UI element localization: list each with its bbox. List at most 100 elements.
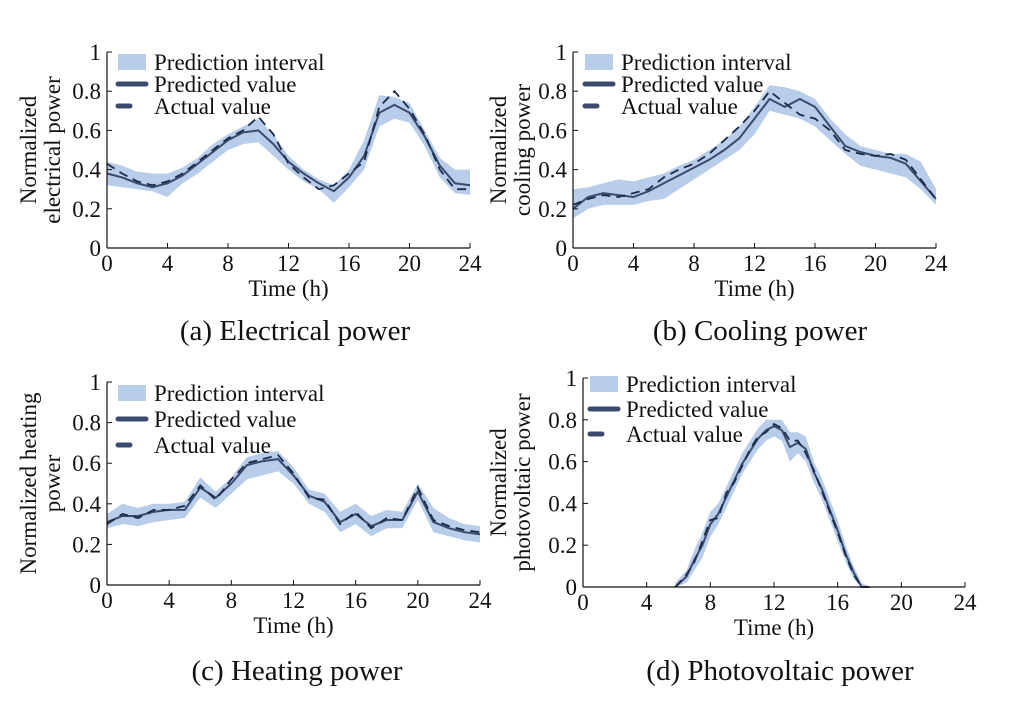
prediction-interval-band (107, 451, 480, 543)
legend-label: Predicted value (626, 397, 768, 422)
legend-swatch-interval (118, 54, 146, 70)
y-axis-label-line-1: Normalized (486, 428, 511, 537)
y-axis-label-line-2: photovoltaic power (510, 393, 535, 572)
x-tick-label: 8 (226, 588, 238, 613)
x-axis-label: Time (h) (253, 613, 333, 638)
x-tick-label: 20 (398, 251, 421, 276)
x-tick-label: 4 (163, 588, 175, 613)
legend-swatch-interval (118, 385, 146, 401)
x-tick-label: 0 (101, 251, 113, 276)
actual-value-line (674, 422, 870, 588)
x-tick-label: 12 (763, 590, 786, 615)
actual-value-line (106, 89, 470, 191)
x-axis-label: Time (h) (734, 615, 814, 640)
x-tick-label: 12 (743, 251, 766, 276)
panel-caption: (c) Heating power (192, 655, 403, 687)
legend-label: Predicted value (621, 72, 763, 97)
x-tick-label: 24 (469, 588, 493, 613)
legend-label: Prediction interval (154, 381, 325, 406)
legend-label: Predicted value (154, 72, 296, 97)
x-tick-label: 16 (344, 588, 367, 613)
prediction-interval-band (675, 419, 870, 587)
x-tick-label: 8 (705, 590, 717, 615)
legend-label: Actual value (626, 422, 743, 447)
y-tick-label: 0 (556, 236, 568, 261)
y-tick-label: 0.2 (548, 533, 577, 558)
y-tick-label: 1 (556, 40, 568, 65)
x-tick-label: 4 (628, 251, 640, 276)
legend-label: Actual value (154, 433, 271, 458)
x-tick-label: 4 (162, 251, 174, 276)
predicted-value-line (674, 424, 870, 588)
y-axis-label-line-1: Normalized heating (16, 392, 41, 575)
x-tick-label: 16 (804, 251, 827, 276)
x-tick-label: 8 (222, 251, 234, 276)
y-axis-label-line-2: power (40, 454, 65, 512)
actual-value-line (572, 89, 937, 206)
panel-caption: (b) Cooling power (653, 315, 868, 347)
y-tick-label: 1 (90, 370, 102, 395)
y-tick-label: 0.8 (72, 411, 101, 436)
x-tick-label: 12 (277, 251, 300, 276)
legend-swatch-interval (590, 376, 618, 392)
y-tick-label: 0.6 (538, 118, 567, 143)
x-tick-label: 20 (406, 588, 429, 613)
y-tick-label: 0.4 (72, 492, 101, 517)
y-tick-label: 1 (566, 366, 578, 391)
y-tick-label: 0.2 (538, 197, 567, 222)
y-tick-label: 0.4 (72, 158, 101, 183)
y-tick-label: 0.8 (538, 79, 567, 104)
legend-label: Prediction interval (626, 372, 797, 397)
x-tick-label: 8 (688, 251, 700, 276)
x-tick-label: 4 (641, 590, 653, 615)
y-tick-label: 0.6 (72, 451, 101, 476)
chart-panel-3: 0 4 8 12 16 20 24 0 0.2 0.4 0.6 0.8 1 Time (h) Normali… (16, 370, 492, 687)
prediction-interval-band (107, 95, 470, 203)
x-tick-label: 24 (925, 251, 949, 276)
y-axis-label-line-2: electrical power (40, 76, 65, 224)
y-tick-label: 0.6 (72, 118, 101, 143)
x-tick-label: 16 (338, 251, 361, 276)
x-tick-label: 0 (567, 251, 579, 276)
x-axis-label: Time (h) (714, 276, 794, 301)
x-tick-label: 16 (826, 590, 849, 615)
x-axis-label: Time (h) (248, 276, 328, 301)
x-tick-label: 12 (282, 588, 305, 613)
y-tick-label: 0.8 (548, 408, 577, 433)
legend-swatch-interval (585, 54, 613, 70)
y-tick-label: 0 (566, 575, 578, 600)
prediction-interval-band (573, 85, 936, 219)
y-axis-label-line-1: Normalized (486, 95, 511, 204)
chart-panel-1: 0 4 8 12 16 20 24 0 0.2 0.4 0.6 0.8 1 Time (h) Normali… (16, 40, 482, 347)
x-tick-label: 0 (577, 590, 589, 615)
y-tick-label: 0.6 (548, 450, 577, 475)
x-tick-label: 20 (890, 590, 913, 615)
panel-caption: (d) Photovoltaic power (646, 655, 914, 687)
x-tick-label: 24 (459, 251, 483, 276)
y-tick-label: 0.2 (72, 532, 101, 557)
x-tick-label: 20 (864, 251, 887, 276)
chart-panel-4: 0 4 8 12 16 20 24 0 0.2 0.4 0.6 0.8 1 Time (h) Normali… (486, 366, 977, 687)
y-axis-label-line-2: cooling power (510, 84, 535, 217)
y-tick-label: 0 (90, 236, 102, 261)
y-tick-label: 0.8 (72, 79, 101, 104)
actual-value-line (106, 454, 481, 534)
y-tick-label: 1 (90, 40, 102, 65)
y-axis-label-line-1: Normalized (16, 95, 41, 204)
legend-label: Actual value (154, 94, 271, 119)
y-tick-label: 0 (90, 573, 102, 598)
legend-label: Prediction interval (621, 50, 792, 75)
x-tick-label: 24 (954, 590, 978, 615)
y-tick-label: 0.2 (72, 197, 101, 222)
legend-label: Prediction interval (154, 50, 325, 75)
y-tick-label: 0.4 (548, 491, 577, 516)
x-tick-label: 0 (101, 588, 113, 613)
chart-panel-2: 0 4 8 12 16 20 24 0 0.2 0.4 0.6 0.8 1 Time (h) Normali… (486, 40, 948, 347)
legend-label: Actual value (621, 94, 738, 119)
y-tick-label: 0.4 (538, 158, 567, 183)
panel-caption: (a) Electrical power (180, 315, 411, 347)
